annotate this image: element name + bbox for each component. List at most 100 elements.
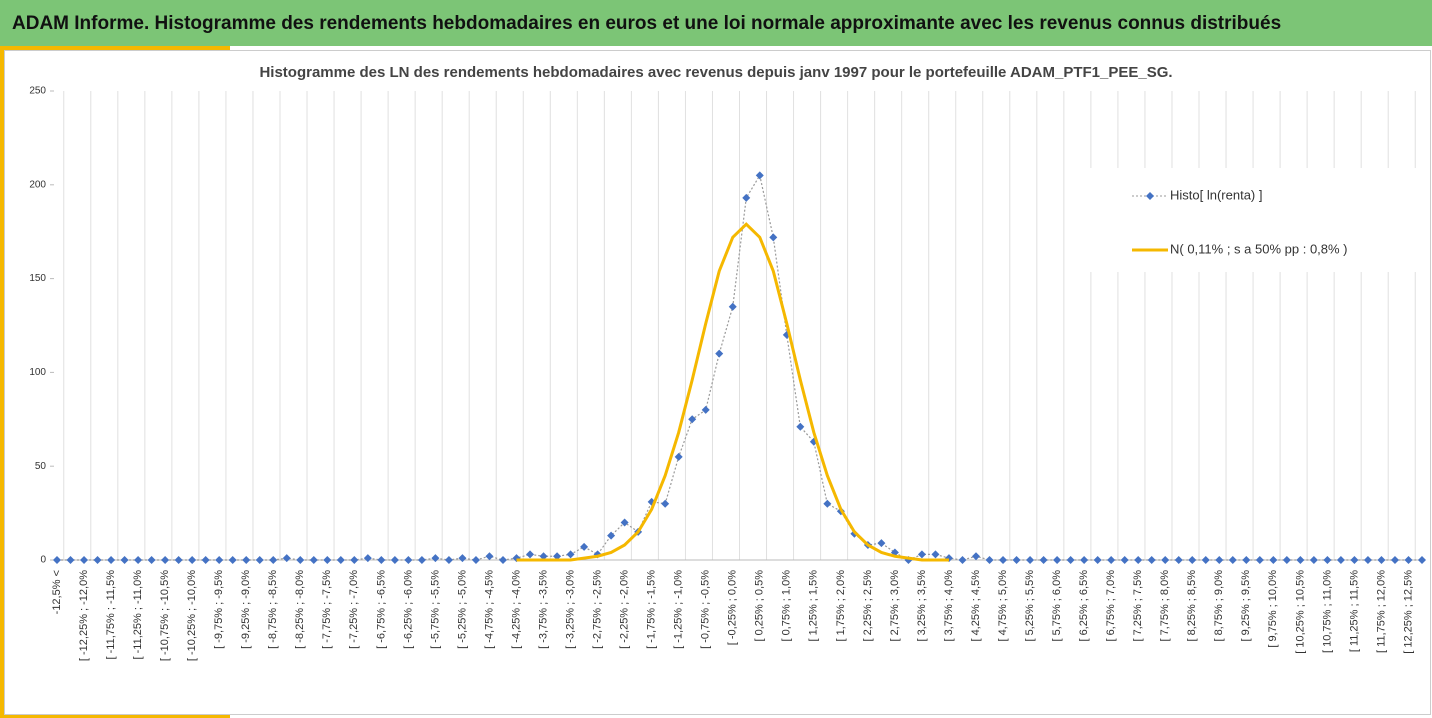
x-tick-label: [ 2,75% ; 3,0% (889, 570, 901, 642)
x-tick-label: [ 6,25% ; 6,5% (1078, 570, 1090, 642)
data-point (1053, 556, 1062, 564)
data-point (309, 556, 318, 564)
data-point (336, 556, 345, 564)
x-tick-label: [ 0,75% ; 1,0% (781, 570, 793, 642)
x-tick-label: [ -0,25% ; 0,0% (727, 570, 739, 645)
data-point (417, 556, 426, 564)
x-tick-label: [ 4,25% ; 4,5% (970, 570, 982, 642)
data-point (701, 405, 710, 414)
data-point (1363, 556, 1372, 564)
x-tick-label: [ -4,25% ; -4,0% (510, 570, 522, 649)
data-point (255, 556, 264, 564)
data-point (877, 539, 886, 548)
x-tick-label: [ 11,25% ; 11,5% (1348, 570, 1360, 652)
data-point (1323, 556, 1332, 564)
x-tick-label: [ -11,25% ; -11,0% (132, 570, 144, 660)
data-point (93, 556, 102, 564)
accent (0, 46, 230, 50)
x-tick-label: [ 8,75% ; 9,0% (1213, 570, 1225, 642)
data-point (1215, 556, 1224, 564)
chart-frame (4, 50, 1431, 715)
x-tick-label: [ 10,75% ; 11,0% (1321, 570, 1333, 653)
data-point (444, 556, 453, 564)
data-point (1107, 556, 1116, 564)
x-tick-label: [ 4,75% ; 5,0% (997, 570, 1009, 642)
data-point (607, 531, 616, 540)
x-tick-label: [ -9,75% ; -9,5% (213, 570, 225, 649)
data-point (174, 556, 183, 564)
data-point (661, 499, 670, 508)
x-tick-label: [ -4,75% ; -4,5% (483, 570, 495, 649)
x-tick-label: [ -0,75% ; -0,5% (700, 570, 712, 649)
y-tick-label: 50 (35, 461, 47, 472)
data-point (1174, 556, 1183, 564)
chart-title: Histogramme des LN des rendements hebdom… (259, 64, 1172, 81)
x-tick-label: [ -5,75% ; -5,5% (429, 570, 441, 649)
x-tick-label: [ 1,75% ; 2,0% (835, 570, 847, 642)
x-tick-label: [ 8,25% ; 8,5% (1186, 570, 1198, 642)
data-point (715, 349, 724, 358)
x-tick-label: [ -7,25% ; -7,0% (348, 570, 360, 649)
data-point (363, 554, 372, 563)
data-point (1404, 556, 1413, 564)
legend-label: N( 0,11% ; s a 50% pp : 0,8% ) (1170, 241, 1348, 256)
x-tick-label: -12,5% < (51, 570, 63, 614)
data-point (1350, 556, 1359, 564)
data-point (1161, 556, 1170, 564)
data-point (539, 552, 548, 561)
accent (0, 714, 230, 718)
x-tick-label: [ -2,75% ; -2,5% (592, 570, 604, 649)
x-tick-label: [ -10,25% ; -10,0% (186, 570, 198, 661)
data-point (823, 499, 832, 508)
accent (0, 46, 4, 718)
data-point (323, 556, 332, 564)
data-point (80, 556, 89, 564)
legend (1085, 168, 1422, 272)
data-point (431, 554, 440, 563)
data-point (1080, 556, 1089, 564)
data-point (296, 556, 305, 564)
data-point (188, 556, 197, 564)
data-point (999, 556, 1008, 564)
data-point (485, 552, 494, 561)
header-bar (0, 0, 1432, 46)
data-point (742, 193, 751, 202)
x-tick-label: [ -5,25% ; -5,0% (456, 570, 468, 649)
data-point (728, 302, 737, 311)
data-point (972, 552, 981, 561)
x-tick-label: [ -1,75% ; -1,5% (646, 570, 658, 649)
data-point (566, 550, 575, 559)
data-point (282, 554, 291, 563)
data-point (1377, 556, 1386, 564)
data-point (66, 556, 75, 564)
data-point (958, 556, 967, 564)
x-tick-label: [ 11,75% ; 12,0% (1375, 570, 1387, 653)
data-point (917, 550, 926, 559)
x-tick-label: [ 0,25% ; 0,5% (754, 570, 766, 642)
data-point (1390, 556, 1399, 564)
legend-swatch (1146, 192, 1154, 200)
data-point (1134, 556, 1143, 564)
data-point (1201, 556, 1210, 564)
data-point (769, 233, 778, 242)
data-point (620, 518, 629, 527)
y-tick-label: 250 (29, 86, 46, 97)
data-point (1093, 556, 1102, 564)
data-point (755, 171, 764, 180)
data-point (228, 556, 237, 564)
y-tick-label: 200 (29, 179, 46, 190)
data-point (985, 556, 994, 564)
data-point (796, 422, 805, 431)
x-tick-label: [ 3,25% ; 3,5% (916, 570, 928, 642)
data-point (931, 550, 940, 559)
data-point (107, 556, 116, 564)
x-tick-label: [ -11,75% ; -11,5% (105, 570, 117, 660)
x-tick-label: [ 5,75% ; 6,0% (1051, 570, 1063, 642)
y-tick-label: 150 (29, 273, 46, 284)
data-point (134, 556, 143, 564)
x-tick-label: [ 10,25% ; 10,5% (1294, 570, 1306, 654)
data-point (1242, 556, 1251, 564)
x-tick-label: [ -6,75% ; -6,5% (375, 570, 387, 649)
legend-label: Histo[ ln(renta) ] (1170, 187, 1262, 202)
